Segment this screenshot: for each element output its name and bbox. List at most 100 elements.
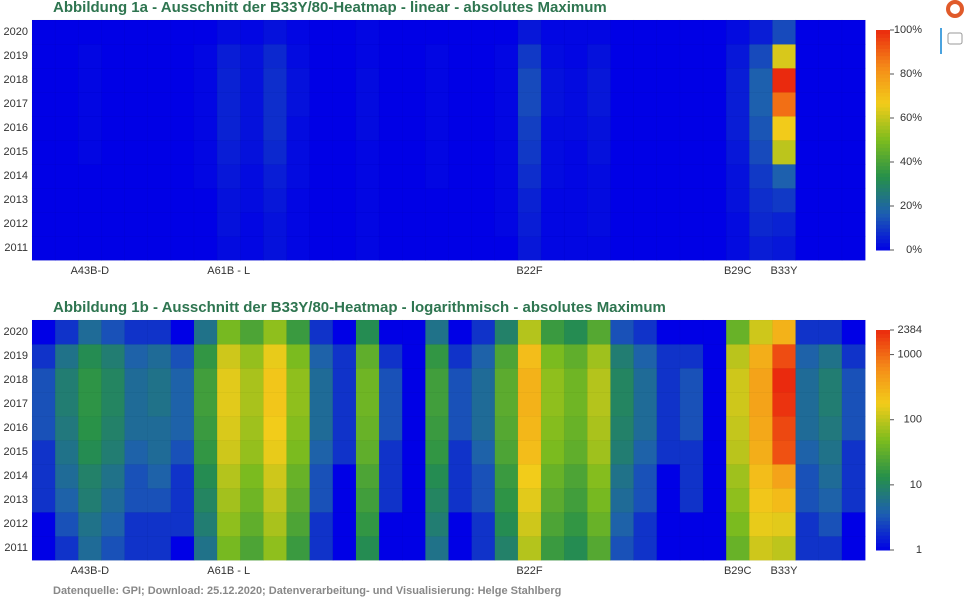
heatmap-cell <box>703 344 727 368</box>
heatmap-cell <box>495 440 519 464</box>
heatmap-cell <box>772 392 796 416</box>
heatmap-cell <box>610 116 634 140</box>
heatmap-cell <box>310 392 334 416</box>
heatmap-cell <box>749 392 773 416</box>
heatmap-cell <box>55 392 79 416</box>
colorbar-segment <box>876 455 890 459</box>
heatmap-cell <box>379 164 403 188</box>
heatmap-cell <box>680 188 704 212</box>
heatmap-cell <box>587 536 611 560</box>
heatmap-cell <box>680 116 704 140</box>
heatmap-cell <box>263 488 287 512</box>
heatmap-cell <box>425 320 449 344</box>
heatmap-cell <box>449 488 473 512</box>
heatmap-cell <box>749 140 773 164</box>
heatmap-cell <box>333 512 357 536</box>
heatmap-cell <box>148 236 172 260</box>
heatmap-cell <box>472 488 496 512</box>
heatmap-cell <box>819 344 843 368</box>
heatmap-cell <box>194 344 218 368</box>
heatmap-cell <box>472 44 496 68</box>
heatmap-cell <box>310 512 334 536</box>
heatmap-cell <box>772 44 796 68</box>
heatmap-cell <box>333 164 357 188</box>
heatmap-cell <box>148 188 172 212</box>
heatmap-cell <box>425 116 449 140</box>
heatmap-cell <box>819 392 843 416</box>
heatmap-cell <box>796 164 820 188</box>
heatmap-cell <box>472 68 496 92</box>
heatmap-cell <box>55 44 79 68</box>
heatmap-cell <box>842 116 866 140</box>
heatmap-cell <box>125 236 149 260</box>
colorbar-segment <box>876 122 890 126</box>
heatmap-cell <box>796 116 820 140</box>
heatmap-cell <box>472 416 496 440</box>
heatmap-cell <box>449 416 473 440</box>
heatmap-cell <box>680 68 704 92</box>
heatmap-cell <box>32 212 56 236</box>
heatmap-cell <box>425 488 449 512</box>
heatmap-cell <box>726 92 750 116</box>
heatmap-cell <box>287 236 311 260</box>
heatmap-cell <box>703 536 727 560</box>
heatmap-cell <box>287 320 311 344</box>
colorbar-segment <box>876 246 890 250</box>
heatmap-cell <box>657 344 681 368</box>
heatmap-cell <box>657 20 681 44</box>
heatmap-cell <box>287 464 311 488</box>
heatmap-cell <box>217 164 241 188</box>
heatmap-cell <box>541 44 565 68</box>
heatmap-cell <box>472 464 496 488</box>
colorbar-segment <box>876 378 890 382</box>
heatmap-cell <box>657 236 681 260</box>
heatmap-cell <box>819 92 843 116</box>
heatmap-cell <box>379 188 403 212</box>
heatmap-cell <box>379 92 403 116</box>
heatmap-cell <box>287 416 311 440</box>
heatmap-cell <box>78 236 102 260</box>
logo-icon[interactable] <box>948 2 962 16</box>
heatmap-cell <box>842 20 866 44</box>
colorbar-segment <box>876 155 890 159</box>
heatmap-cell <box>587 512 611 536</box>
heatmap-cell <box>287 536 311 560</box>
heatmap-cell <box>541 320 565 344</box>
heatmap-cell <box>194 368 218 392</box>
colorbar-segment <box>876 199 890 203</box>
colorbar-segment <box>876 389 890 393</box>
heatmap-cell <box>842 488 866 512</box>
heatmap-cell <box>310 44 334 68</box>
heatmap-cell <box>148 344 172 368</box>
colorbar-segment <box>876 392 890 396</box>
heatmap-cell <box>263 536 287 560</box>
heatmap-cell <box>310 536 334 560</box>
heatmap-cell <box>333 344 357 368</box>
comment-icon[interactable] <box>948 33 962 44</box>
heatmap-cell <box>78 536 102 560</box>
colorbar-segment <box>876 81 890 85</box>
heatmap-cell <box>703 188 727 212</box>
page: Datenquelle: GPI; Download: 25.12.2020; … <box>0 0 970 600</box>
heatmap-cell <box>217 440 241 464</box>
heatmap-cell <box>680 536 704 560</box>
heatmap-cell <box>263 92 287 116</box>
heatmap-cell <box>819 236 843 260</box>
heatmap-cell <box>55 416 79 440</box>
heatmap-cell <box>796 212 820 236</box>
heatmap-cell <box>495 464 519 488</box>
heatmap-cell <box>125 212 149 236</box>
y-tick-label: 2016 <box>4 422 28 434</box>
heatmap-cell <box>842 464 866 488</box>
heatmap-cell <box>518 440 542 464</box>
heatmap-cell <box>819 440 843 464</box>
heatmap-cell <box>125 116 149 140</box>
heatmap-cell <box>55 536 79 560</box>
toolbar <box>941 2 962 54</box>
heatmap-cell <box>171 20 195 44</box>
heatmap-cell <box>610 188 634 212</box>
colorbar-segment <box>876 188 890 192</box>
heatmap-cell <box>55 512 79 536</box>
heatmap-cell <box>240 92 264 116</box>
heatmap-cell <box>796 488 820 512</box>
